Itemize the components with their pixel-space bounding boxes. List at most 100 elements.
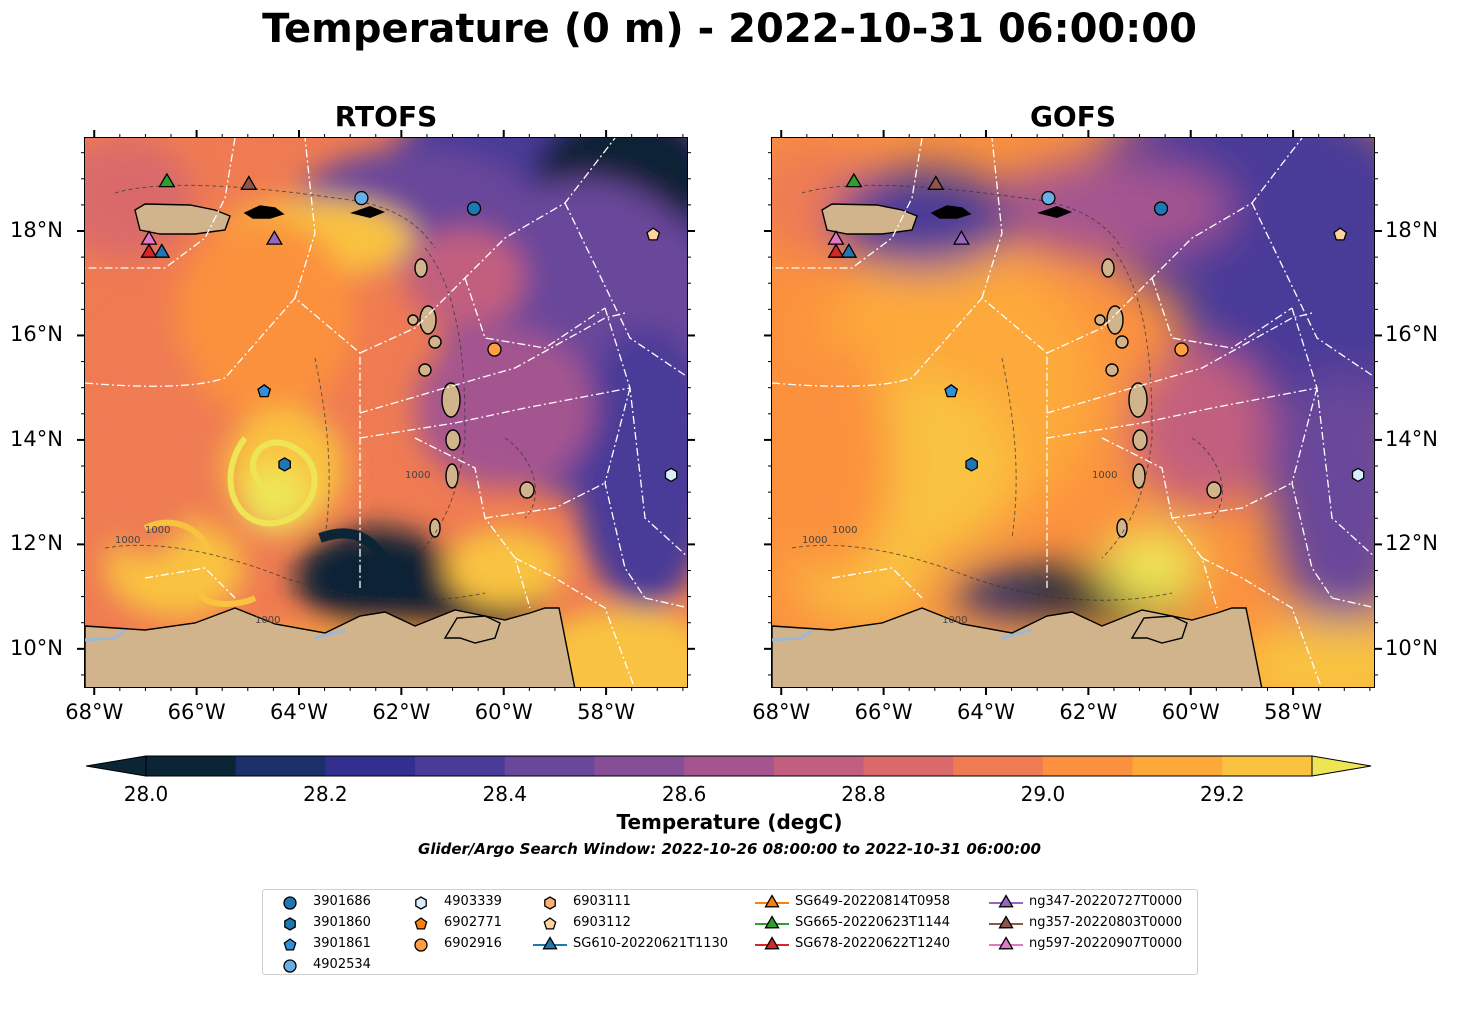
legend-label: 6903112 <box>573 915 631 930</box>
rivers <box>772 628 1033 642</box>
panel-title-rtofs: RTOFS <box>334 100 438 133</box>
station-markers <box>827 172 1365 483</box>
colorbar-segment <box>594 756 685 776</box>
legend-label: 3901860 <box>313 915 371 930</box>
colorbar-segment <box>684 756 775 776</box>
lat-tick-label: 18°N <box>10 218 63 242</box>
colorbar-segment <box>863 756 954 776</box>
colorbar-extend-low <box>86 755 147 777</box>
marker-ng357 <box>927 175 945 190</box>
marker-ng347 <box>952 230 970 245</box>
contour-label: 1000 <box>832 525 857 536</box>
colorbar-segment <box>1042 756 1134 776</box>
lon-tick-label: 66°W <box>167 700 226 724</box>
colorbar-segment <box>146 756 237 776</box>
lon-tick-label: 68°W <box>752 700 811 724</box>
lon-tick-label: 58°W <box>577 700 636 724</box>
colorbar-tick-label: 28.2 <box>303 782 348 806</box>
marker-4903339 <box>1351 467 1365 483</box>
marker-SG610 <box>153 243 171 258</box>
colorbar-tick-label: 28.8 <box>841 782 886 806</box>
contour-label: 1000 <box>145 525 170 536</box>
rivers <box>85 628 346 642</box>
colorbar-tick-label: 28.6 <box>661 782 707 806</box>
lon-tick-label: 66°W <box>854 700 913 724</box>
marker-3901861 <box>944 383 959 398</box>
contour-label: 1000 <box>115 535 140 546</box>
legend-label: SG665-20220623T1144 <box>795 915 951 930</box>
legend-marker-triangle <box>764 936 780 950</box>
marker-4902534 <box>1041 190 1056 206</box>
legend-label: 4902534 <box>313 957 371 972</box>
legend-marker-triangle <box>998 936 1014 950</box>
contour-label: 1000 <box>405 470 430 481</box>
lon-tick-label: 62°W <box>1059 700 1118 724</box>
marker-3901860 <box>278 457 291 472</box>
colorbar-segment <box>235 756 326 776</box>
legend: 3901686 3901860 3901861 4902534 4903339 69027… <box>262 889 1198 975</box>
legend-marker-pentagon <box>414 917 428 930</box>
legend-marker-circle <box>283 959 297 973</box>
legend-marker-pentagon <box>543 917 557 930</box>
lon-tick-label: 60°W <box>474 700 533 724</box>
lon-tick-label: 62°W <box>372 700 431 724</box>
marker-SG610 <box>840 243 858 258</box>
lon-tick-label: 64°W <box>956 700 1015 724</box>
axis-ticks <box>77 130 1382 695</box>
marker-3901861 <box>257 383 272 398</box>
lat-tick-label: 14°N <box>1385 426 1438 451</box>
lat-tick-label: 18°N <box>1385 218 1438 242</box>
legend-label: 3901686 <box>313 894 371 909</box>
lon-tick-label: 64°W <box>269 700 328 724</box>
land <box>85 203 576 687</box>
land <box>772 203 1263 687</box>
lat-tick-label: 10°N <box>1385 635 1438 660</box>
contour-labels: 1000 1000 1000 1000 <box>802 470 1117 626</box>
legend-label: ng347-20220727T0000 <box>1029 894 1183 909</box>
colorbar-tick-label: 29.0 <box>1020 782 1066 806</box>
marker-SG665 <box>158 172 176 188</box>
marker-SG678 <box>140 243 158 258</box>
legend-marker-circle <box>283 896 297 910</box>
contour-label: 1000 <box>255 615 280 626</box>
legend-label: 6902771 <box>444 915 502 930</box>
search-window-subtitle: Glider/Argo Search Window: 2022-10-26 08… <box>418 840 1041 858</box>
marker-3901686 <box>1153 201 1169 216</box>
map-rtofs: 1000 1000 1000 1000 <box>84 137 688 688</box>
station-markers <box>140 172 678 483</box>
marker-ng357 <box>240 175 258 190</box>
colorbar-segment <box>504 756 595 776</box>
legend-marker-circle <box>414 938 428 952</box>
colorbar-tick-label: 29.2 <box>1200 782 1245 806</box>
legend-marker-triangle <box>998 894 1014 908</box>
lat-tick-label: 12°N <box>1385 531 1438 556</box>
legend-label: ng357-20220803T0000 <box>1029 915 1183 930</box>
legend-label: 6903111 <box>573 894 631 909</box>
colorbar-tick-label: 28.0 <box>123 782 169 806</box>
legend-label: 4903339 <box>444 894 502 909</box>
marker-3901686 <box>466 201 482 216</box>
eddy-swirl <box>143 436 409 607</box>
marker-6903112 <box>1333 227 1348 241</box>
contour-label: 1000 <box>802 535 827 546</box>
eez-boundaries <box>85 138 687 687</box>
colorbar-segment <box>1222 756 1313 776</box>
legend-marker-hexagon <box>284 917 296 931</box>
legend-label: 3901861 <box>313 936 371 951</box>
marker-6903112 <box>646 227 661 241</box>
legend-marker-triangle <box>542 936 558 950</box>
legend-marker-hexagon <box>544 896 556 910</box>
legend-label: SG678-20220622T1240 <box>795 936 951 951</box>
eez-boundaries <box>772 138 1374 687</box>
lat-tick-label: 14°N <box>10 426 63 451</box>
lon-tick-label: 68°W <box>65 700 124 724</box>
marker-ng347 <box>265 230 283 245</box>
marker-4902534 <box>354 190 369 206</box>
colorbar-segment <box>953 756 1044 776</box>
map-gofs: 1000 1000 1000 1000 <box>771 137 1375 688</box>
main-title: Temperature (0 m) - 2022-10-31 06:00:00 <box>262 6 1197 52</box>
lat-tick-label: 12°N <box>10 531 63 556</box>
colorbar-segment <box>325 756 416 776</box>
legend-label: ng597-20220907T0000 <box>1029 936 1183 951</box>
marker-4903339 <box>664 467 678 483</box>
